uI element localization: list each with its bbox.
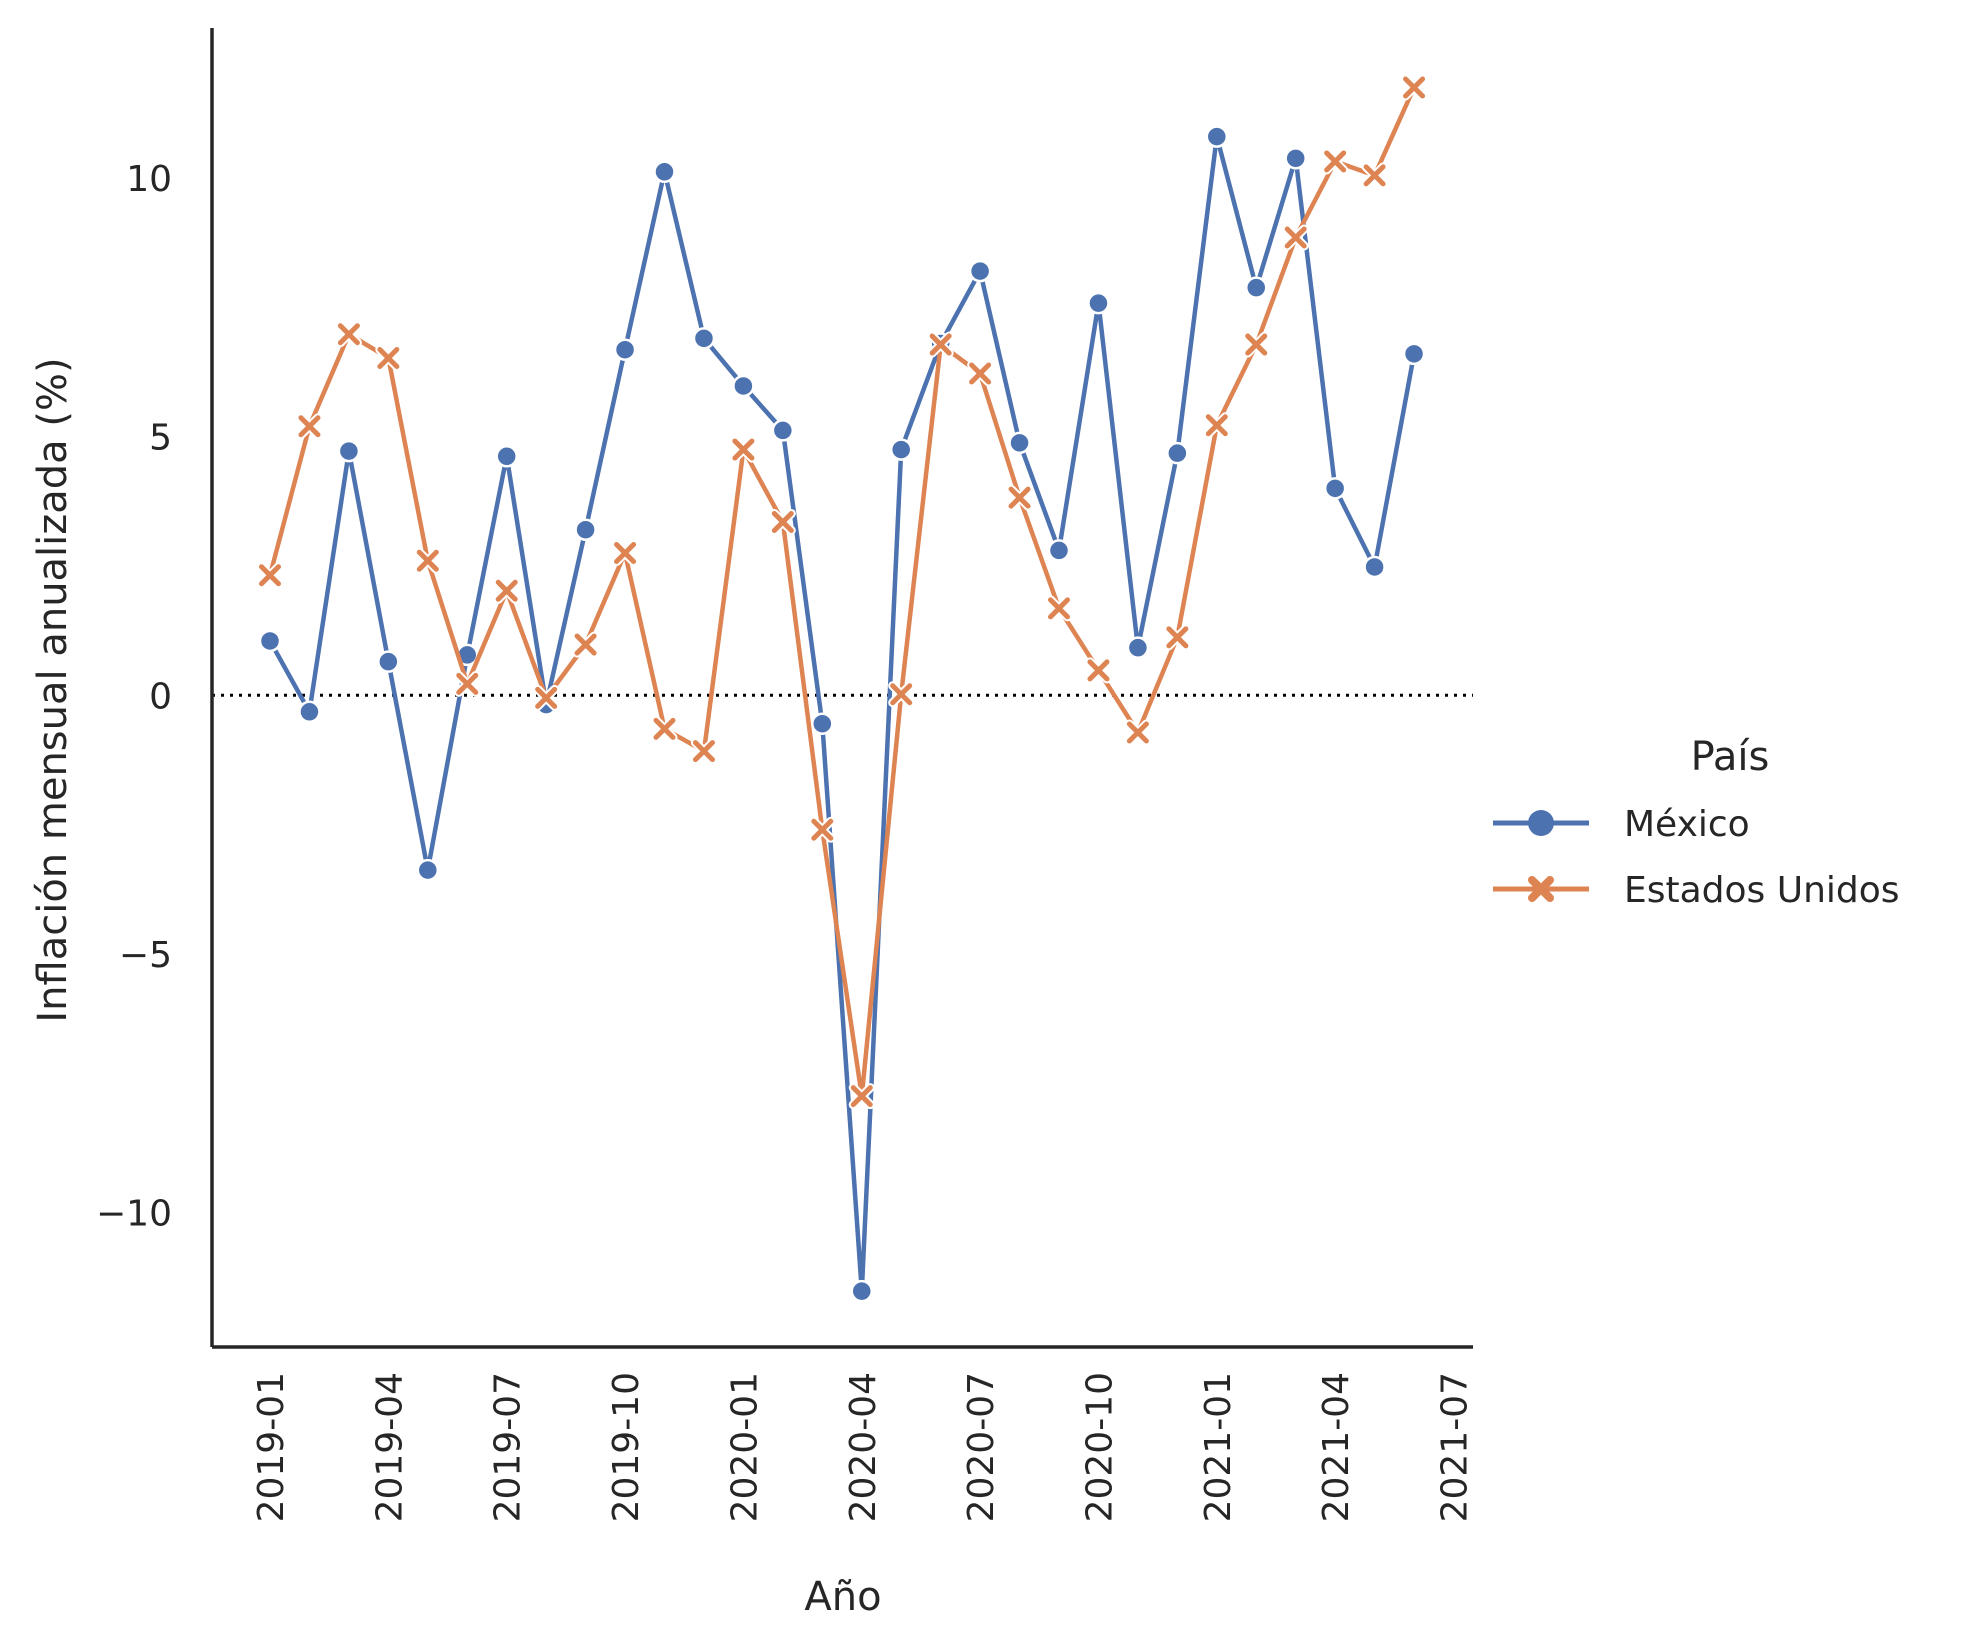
data-point — [1166, 441, 1189, 465]
data-point — [296, 413, 323, 440]
x-tick-labels: 2019-01 2019-04 2019-07 2019-10 2020-01 2020-… — [251, 1372, 1476, 1522]
data-point — [651, 715, 678, 742]
legend-marker — [1528, 876, 1554, 902]
data-point — [454, 670, 481, 697]
data-point — [889, 438, 913, 461]
legend: País México Estados Unidos — [1493, 734, 1900, 911]
data-point — [493, 577, 520, 604]
data-point — [1046, 595, 1072, 622]
data-point — [848, 1083, 875, 1110]
data-point — [533, 684, 560, 711]
legend-item: Estados Unidos — [1493, 870, 1900, 911]
x-tick-label: 2019-07 — [488, 1372, 529, 1522]
x-axis-label: Año — [804, 1574, 881, 1620]
y-tick-label: −5 — [119, 935, 172, 976]
data-point — [1323, 477, 1347, 500]
data-point — [1322, 148, 1349, 175]
data-point — [1284, 147, 1307, 170]
series-mexico — [258, 125, 1426, 1303]
data-point — [1164, 624, 1191, 651]
data-point — [1126, 636, 1150, 659]
data-point — [1008, 431, 1031, 455]
series-layer — [257, 74, 1428, 1303]
data-point — [967, 360, 994, 387]
x-tick-label: 2020-07 — [961, 1372, 1002, 1522]
data-point — [375, 345, 402, 372]
data-point — [850, 1279, 873, 1303]
data-point — [572, 631, 599, 658]
data-point — [1401, 74, 1428, 101]
data-point — [811, 712, 834, 735]
data-point — [690, 738, 717, 765]
legend-marker — [1528, 810, 1554, 836]
legend-item: México — [1493, 804, 1750, 845]
data-point — [1282, 224, 1309, 251]
plot-area — [212, 74, 1473, 1303]
data-point — [1361, 162, 1388, 189]
data-point — [574, 518, 597, 541]
data-point — [1087, 291, 1110, 315]
y-axis-label: Inflación mensual anualizada (%) — [30, 357, 76, 1022]
data-point — [258, 629, 282, 653]
data-point — [927, 331, 954, 358]
series-line — [268, 134, 1417, 1294]
x-tick-label: 2020-01 — [724, 1372, 765, 1522]
data-point — [771, 419, 795, 442]
data-point — [1047, 539, 1071, 562]
x-tick-label: 2020-10 — [1079, 1372, 1120, 1522]
data-point — [968, 259, 992, 283]
x-tick-label: 2020-04 — [843, 1372, 884, 1522]
data-point — [416, 858, 440, 882]
data-point — [1363, 555, 1386, 579]
data-point — [257, 562, 283, 589]
data-point — [732, 374, 755, 398]
data-point — [809, 816, 836, 843]
x-tick-label: 2019-04 — [369, 1372, 410, 1522]
data-point — [612, 540, 639, 567]
x-tick-label: 2021-01 — [1198, 1372, 1239, 1522]
data-point — [414, 547, 441, 574]
data-point — [653, 160, 676, 184]
x-tick-label: 2019-01 — [251, 1372, 292, 1522]
data-point — [888, 681, 915, 708]
y-tick-label: −10 — [96, 1194, 172, 1235]
data-point — [769, 508, 796, 535]
y-tick-label: 5 — [149, 418, 172, 459]
data-point — [1203, 412, 1230, 439]
data-point — [692, 327, 716, 350]
data-point — [495, 445, 518, 468]
x-tick-label: 2021-04 — [1316, 1372, 1357, 1522]
data-point — [335, 321, 362, 348]
data-point — [1205, 125, 1229, 148]
series-line — [267, 86, 1417, 1099]
x-tick-label: 2019-10 — [606, 1372, 647, 1522]
data-point — [1245, 276, 1268, 299]
x-tick-label: 2021-07 — [1435, 1372, 1476, 1522]
data-point — [1402, 342, 1426, 366]
legend-title: País — [1691, 734, 1770, 780]
y-tick-label: 0 — [149, 676, 172, 717]
legend-label: México — [1624, 804, 1750, 845]
y-tick-label: 10 — [126, 159, 172, 200]
data-point — [1124, 719, 1151, 746]
legend-items: México Estados Unidos — [1493, 804, 1900, 911]
data-point — [1085, 657, 1112, 684]
data-point — [337, 439, 361, 463]
data-point — [298, 700, 321, 724]
data-point — [613, 338, 637, 361]
series-estados-unidos — [257, 74, 1428, 1110]
data-point — [1006, 484, 1033, 511]
legend-label: Estados Unidos — [1624, 870, 1900, 911]
data-point — [730, 436, 757, 463]
y-tick-labels: 10 5 0 −5 −10 — [96, 159, 172, 1235]
data-point — [377, 650, 400, 673]
data-point — [1243, 331, 1270, 358]
